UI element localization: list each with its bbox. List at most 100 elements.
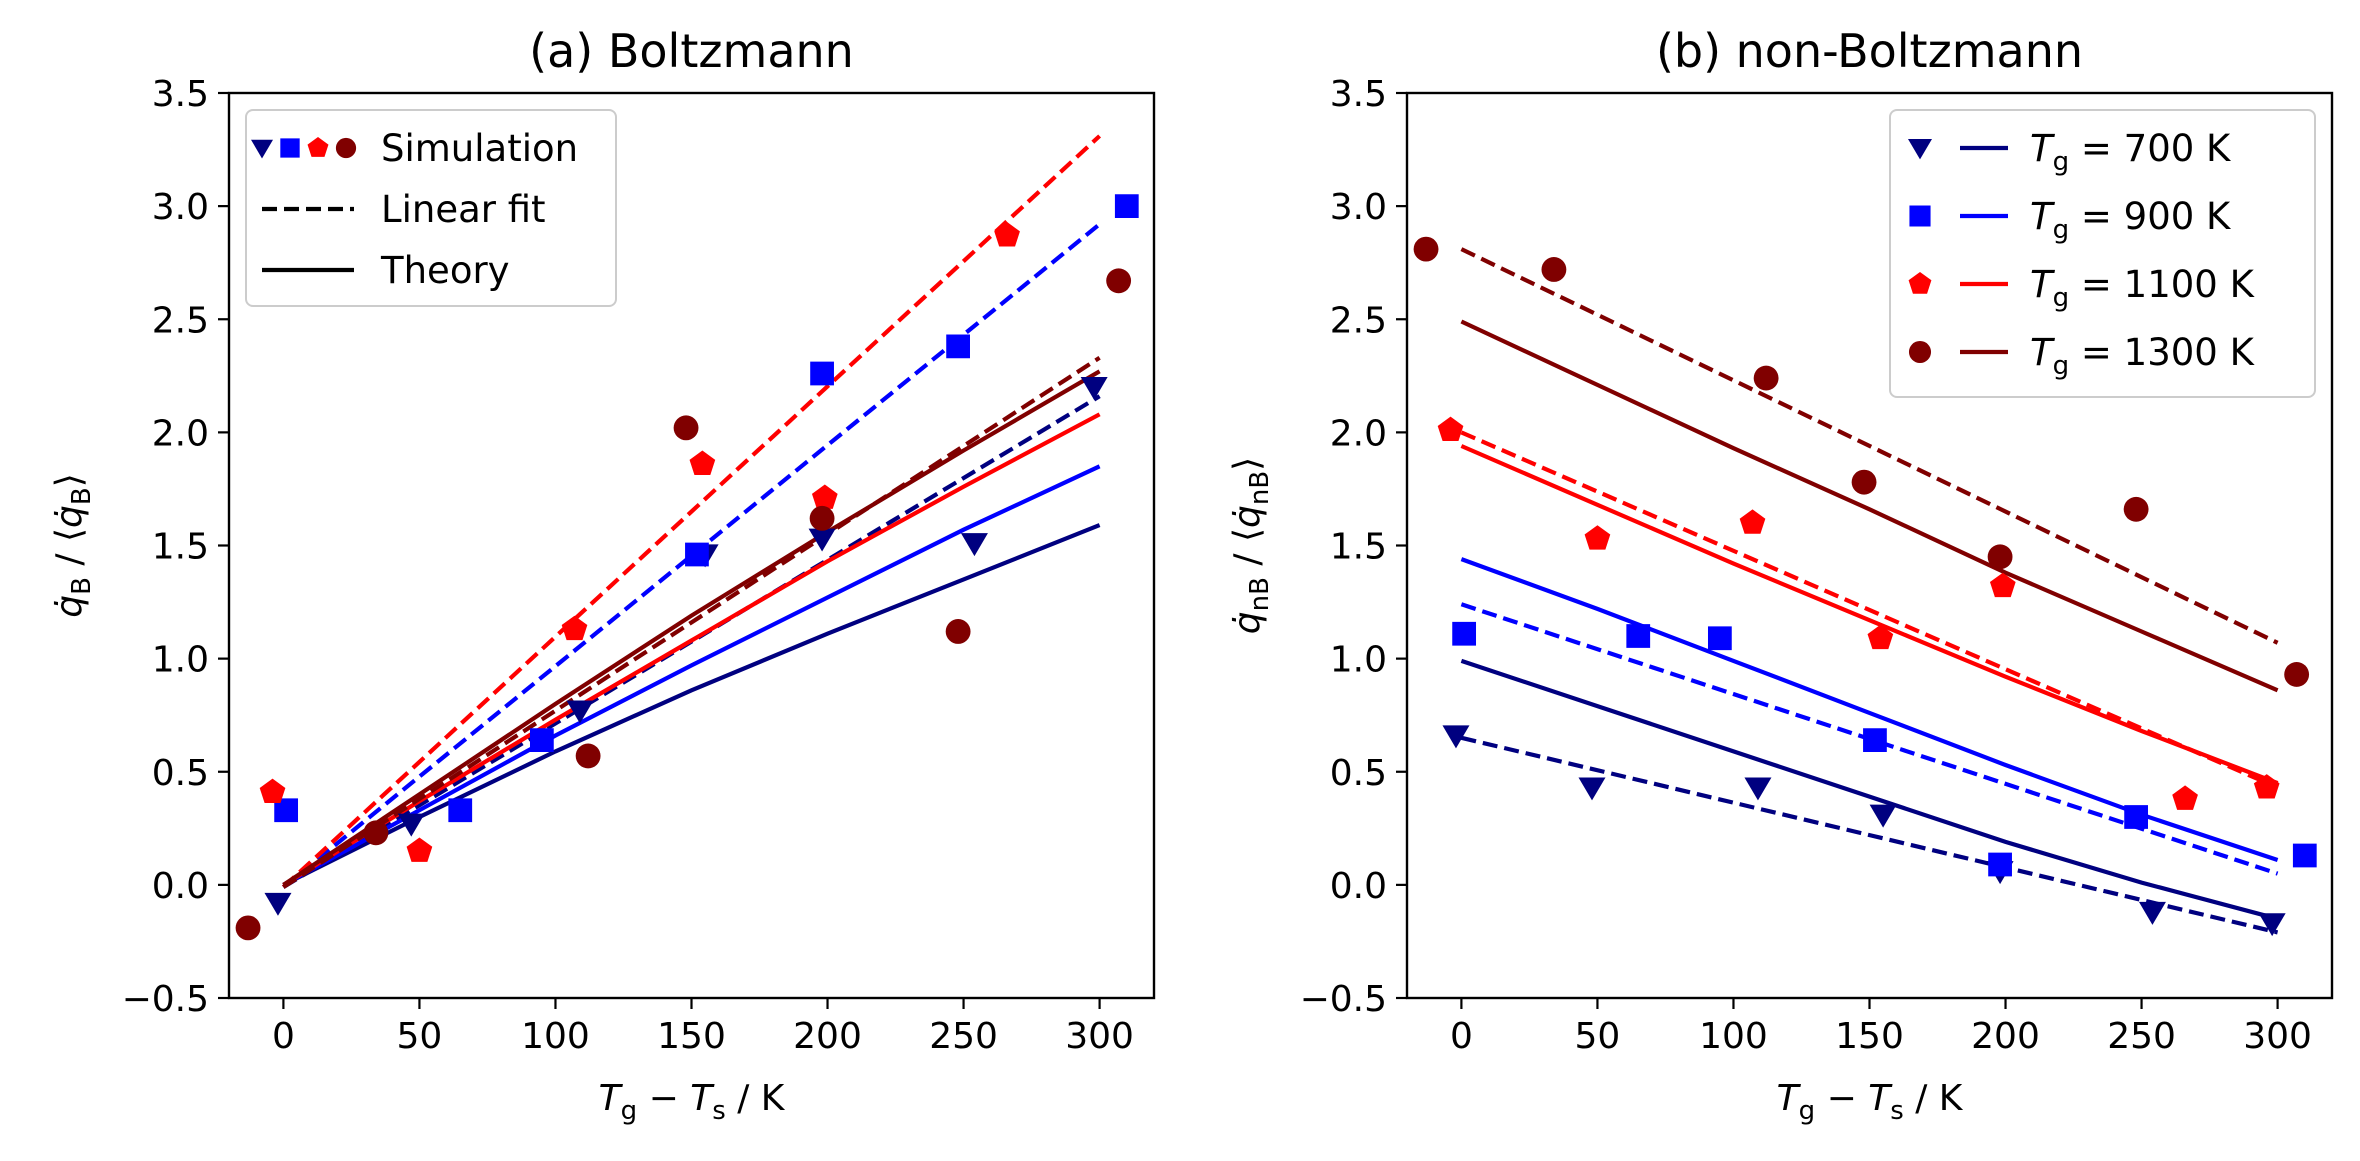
- legend-label-2: Tg = 1100 K: [2030, 263, 2256, 313]
- data-point-3-0: [235, 915, 261, 941]
- x-tick-label: 0: [1450, 1016, 1473, 1057]
- data-point-2-3: [1867, 624, 1894, 650]
- theory-line-2: [1460, 444, 2279, 786]
- y-label-mid: / ⟨: [49, 528, 90, 577]
- y-label-q2: q̇: [49, 505, 90, 528]
- data-point-1-1: [448, 798, 473, 823]
- y-label-end: ⟩: [1227, 457, 1268, 471]
- y-axis-label: q̇B / ⟨q̇B⟩: [49, 473, 97, 618]
- y-tick-label: 0.0: [1330, 866, 1387, 907]
- theory-line-3: [1460, 319, 2279, 693]
- x-label-t1: T: [599, 1078, 624, 1119]
- fit-line-3: [1460, 247, 2279, 645]
- data-point-2-1: [406, 837, 433, 862]
- panel-boltzmann: 0 50 100 150 200 250 300 −0.5 0.0 0.5 1.0 1.5 2.0 2.5…: [49, 24, 1156, 1126]
- data-point-2-1: [1584, 525, 1611, 550]
- y-tick-label: 3.5: [152, 74, 209, 115]
- data-point-2-6: [2253, 774, 2280, 799]
- y-tick-label: −0.5: [122, 979, 209, 1020]
- x-tick-label: 250: [2107, 1016, 2176, 1057]
- x-label-t1: T: [1777, 1078, 1802, 1119]
- x-tick-label: 200: [793, 1016, 862, 1057]
- x-label-t2: T: [1868, 1078, 1893, 1119]
- legend-box: [1889, 109, 2316, 398]
- y-axis-label: q̇nB / ⟨q̇nB⟩: [1227, 457, 1275, 634]
- legend-marker-3: [1908, 340, 1932, 364]
- data-point-1-5: [946, 334, 970, 359]
- y-tick-label: 2.0: [1330, 413, 1387, 454]
- legend-marker-2: [307, 137, 329, 157]
- y-tick-label: 0.0: [152, 866, 209, 907]
- fit-line-0: [1460, 735, 2279, 935]
- data-point-3-4: [1987, 544, 2013, 570]
- x-label-op: −: [1815, 1078, 1868, 1119]
- legend-value: = 700 K: [2069, 127, 2232, 170]
- y-tick-label: 3.0: [152, 187, 209, 228]
- y-tick-label: 3.5: [1330, 74, 1387, 115]
- legend-box: [245, 109, 617, 307]
- fit-line-2: [1460, 430, 2279, 790]
- chart-title: (a) Boltzmann: [529, 24, 854, 78]
- y-tick-label: 1.0: [152, 640, 209, 681]
- x-tick-label: 250: [929, 1016, 998, 1057]
- data-point-3-4: [809, 505, 835, 531]
- data-point-2-3: [689, 450, 716, 475]
- x-tick-label: 200: [1971, 1016, 2040, 1057]
- data-point-3-1: [1541, 257, 1567, 282]
- legend-label-3: Tg = 1300 K: [2030, 331, 2256, 381]
- data-point-1-4: [810, 361, 834, 386]
- y-tick-label: 1.0: [1330, 640, 1387, 681]
- x-tick-label: 150: [657, 1016, 726, 1057]
- y-tick-label: 1.5: [152, 527, 209, 568]
- data-point-2-4: [1989, 572, 2016, 598]
- chart-title: (b) non-Boltzmann: [1656, 24, 2083, 78]
- panel-non-boltzmann: 0 50 100 150 200 250 300 −0.5 0.0 0.5 1.0 1.5 2.0 2.5…: [1227, 24, 2334, 1126]
- legend-sub: g: [2053, 147, 2070, 177]
- data-point-1-6: [1114, 194, 1139, 219]
- y-label-sub2: B: [67, 487, 97, 505]
- theory-line-3: [282, 369, 1101, 887]
- data-point-3-1: [363, 820, 389, 846]
- x-label-unit: / K: [1904, 1078, 1964, 1119]
- data-point-2-2: [1739, 509, 1766, 534]
- y-label-q1: q̇: [1227, 611, 1268, 634]
- data-point-0-1: [397, 813, 425, 837]
- x-label-t2: T: [690, 1078, 715, 1119]
- fit-line-3: [282, 355, 1101, 889]
- legend-t: T: [2030, 127, 2055, 170]
- y-tick-label: 2.5: [152, 300, 209, 341]
- x-tick-label: 100: [1699, 1016, 1768, 1057]
- legend-label-1: Tg = 900 K: [2030, 195, 2232, 245]
- legend: Tg = 700 KTg = 900 KTg = 1100 KTg = 1300…: [1889, 109, 2316, 398]
- legend-label-0: Tg = 700 K: [2030, 127, 2232, 177]
- x-tick-label: 50: [397, 1016, 443, 1057]
- data-point-2-5: [994, 222, 1020, 247]
- legend-value: = 1300 K: [2069, 331, 2255, 374]
- legend-t: T: [2030, 195, 2055, 238]
- legend-label-theory: Theory: [380, 249, 510, 292]
- data-point-1-3: [1863, 728, 1887, 752]
- data-point-0-0: [1442, 725, 1470, 749]
- data-point-3-3: [673, 415, 699, 441]
- data-point-1-0: [274, 798, 299, 823]
- data-point-1-1: [1626, 624, 1651, 648]
- data-point-0-5: [960, 533, 988, 557]
- theory-line-0: [1460, 658, 2279, 921]
- y-tick-label: 3.0: [1330, 187, 1387, 228]
- y-label-q2: q̇: [1227, 505, 1268, 528]
- legend-sub: g: [2053, 351, 2070, 381]
- legend-label-simulation: Simulation: [381, 127, 578, 170]
- data-point-2-2: [561, 615, 588, 641]
- data-point-3-3: [1851, 469, 1877, 495]
- data-point-0-2: [1744, 777, 1772, 801]
- legend-marker-1: [1909, 205, 1931, 227]
- legend-t: T: [2030, 331, 2055, 374]
- x-axis-label: Tg − Ts / K: [1777, 1078, 1964, 1126]
- data-point-2-4: [811, 484, 838, 509]
- legend-value: = 900 K: [2069, 195, 2232, 238]
- x-tick-label: 300: [1065, 1016, 1134, 1057]
- x-tick-label: 50: [1575, 1016, 1621, 1057]
- data-point-3-6: [1106, 268, 1132, 294]
- legend-marker-0: [251, 139, 273, 159]
